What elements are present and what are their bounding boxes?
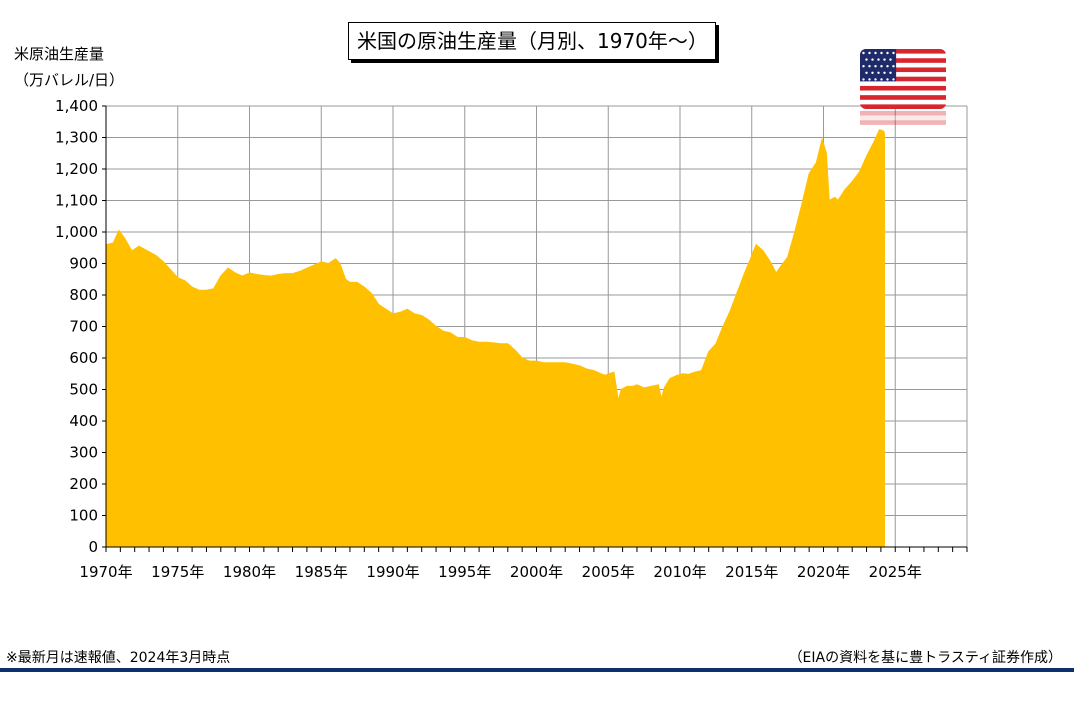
flag-star [883, 58, 886, 61]
flag-star [880, 51, 883, 55]
flag-star [892, 78, 895, 81]
x-tick-label: 1990年 [366, 563, 419, 581]
flag-star [886, 65, 889, 68]
flag-stripe [860, 95, 946, 101]
flag-stripe [860, 53, 946, 59]
flag-star [868, 78, 871, 81]
flag-star [874, 51, 877, 55]
y-tick-label: 700 [69, 318, 98, 336]
flag-canton [860, 49, 897, 82]
x-tick-label: 1975年 [151, 563, 204, 581]
flag-reflection-stripe [860, 111, 946, 116]
y-tick-label: 900 [69, 255, 98, 273]
series-area [105, 128, 885, 548]
flag-star [892, 65, 895, 68]
flag-stripe [860, 76, 946, 82]
flag-star [880, 78, 883, 81]
bottom-rule [0, 668, 1074, 672]
flag-reflection [860, 111, 946, 125]
y-tick-labels: 0 100 200 300 400 500 600 700 800 900 1,000 1,100 1,… [55, 97, 98, 556]
flag-star [862, 78, 865, 81]
flag-stripe [860, 62, 946, 68]
y-tick-label: 300 [69, 444, 98, 462]
x-tick-label: 2025年 [869, 563, 922, 581]
y-tick-label: 1,400 [55, 97, 98, 115]
y-axis-label-line1: 米原油生産量 [14, 45, 105, 63]
flag-stripe [860, 85, 946, 91]
chart-title: 米国の原油生産量（月別、1970年～） [348, 22, 716, 60]
flag-stripe [860, 81, 946, 87]
flag-star [880, 65, 883, 68]
flag-star [871, 71, 874, 75]
y-tick-label: 200 [69, 475, 98, 493]
flag-stripe [860, 49, 946, 54]
x-tick-label: 1980年 [223, 563, 276, 581]
flag-stripe [860, 72, 946, 77]
flag-star [862, 65, 865, 68]
x-tick-label: 2005年 [582, 563, 635, 581]
y-tick-label: 0 [88, 538, 98, 556]
x-tick-labels: 1970年 1975年 1980年 1985年 1990年 1995年 2000年 2005年… [79, 563, 921, 581]
flag-star [868, 65, 871, 68]
flag-star [886, 51, 889, 55]
flag-stripe [860, 99, 946, 105]
y-tick-label: 800 [69, 286, 98, 304]
x-tick-label: 2010年 [653, 563, 706, 581]
flag-star [889, 58, 892, 61]
x-tick-label: 1995年 [438, 563, 491, 581]
y-tick-label: 1,100 [55, 192, 98, 210]
y-tick-label: 1,000 [55, 223, 98, 241]
flag-reflection-stripe [860, 115, 946, 121]
y-tick-label: 1,300 [55, 129, 98, 147]
flag-star [865, 71, 868, 75]
flag-star [874, 78, 877, 81]
flag-star [886, 78, 889, 81]
flag-star [871, 58, 874, 61]
flag-star [868, 51, 871, 55]
y-tick-label: 500 [69, 381, 98, 399]
x-tick-label: 1985年 [295, 563, 348, 581]
y-axis-label-line2: （万バレル/日） [14, 71, 125, 89]
flag-reflection-stripe [860, 120, 946, 125]
x-tick-label: 1970年 [79, 563, 132, 581]
axes [102, 105, 968, 552]
flag-stripe [860, 104, 946, 109]
y-tick-label: 1,200 [55, 160, 98, 178]
flag-star [889, 71, 892, 75]
y-tick-label: 100 [69, 507, 98, 525]
flag-star [865, 58, 868, 61]
flag-star [874, 65, 877, 68]
flag-star [892, 51, 895, 55]
x-tick-label: 2015年 [725, 563, 778, 581]
footnote-latest-month: ※最新月は速報値、2024年3月時点 [6, 650, 231, 666]
us-flag-icon [860, 49, 946, 125]
x-tick-label: 2000年 [510, 563, 563, 581]
y-tick-label: 600 [69, 349, 98, 367]
flag-star [862, 51, 865, 55]
flag-stripe [860, 67, 946, 73]
flag-star [877, 71, 880, 75]
flag-body [860, 49, 946, 109]
flag-stripe [860, 90, 946, 96]
footnote-source: （EIAの資料を基に豊トラスティ証券作成） [788, 650, 1062, 666]
flag-stripe [860, 58, 946, 64]
flag-star [877, 58, 880, 61]
y-tick-label: 400 [69, 412, 98, 430]
x-tick-label: 2020年 [797, 563, 850, 581]
chart-svg: 0 100 200 300 400 500 600 700 800 900 1,000 1,100 1,… [55, 49, 968, 581]
flag-star [883, 71, 886, 75]
